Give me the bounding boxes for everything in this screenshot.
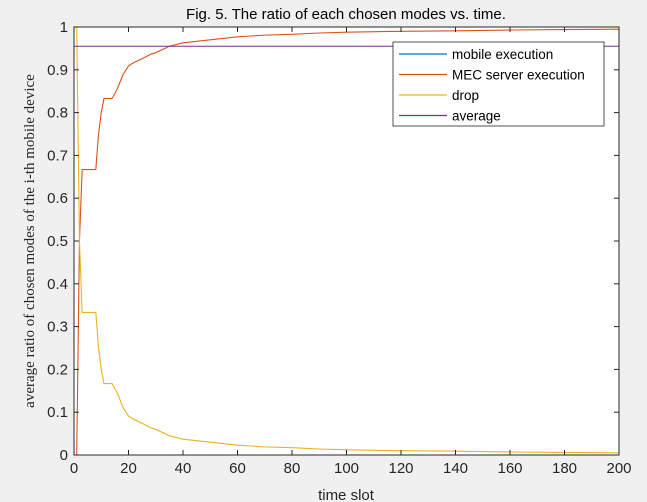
x-tick-label: 180	[552, 460, 577, 477]
y-tick-label: 0.3	[47, 319, 68, 336]
legend-label: average	[452, 109, 501, 124]
y-tick-label: 0.7	[47, 147, 68, 164]
legend: mobile execution MEC server execution drop…	[392, 41, 605, 127]
y-axis: 0 0.1 0.2 0.3 0.4 0.5 0.6 0.7 0.8 0.9 1	[47, 19, 619, 464]
series-line-drop	[76, 26, 620, 454]
series-line-mec-server-execution	[76, 28, 620, 456]
y-tick-label: 0.5	[47, 233, 68, 250]
legend-label: drop	[452, 88, 479, 103]
y-tick-label: 0	[60, 447, 68, 464]
y-tick-label: 0.6	[47, 190, 68, 207]
x-tick-label: 20	[120, 460, 137, 477]
legend-entries: mobile execution MEC server execution drop…	[399, 47, 585, 124]
x-tick-label: 100	[334, 460, 359, 477]
y-tick-label: 0.9	[47, 62, 68, 79]
legend-label: MEC server execution	[452, 68, 585, 83]
y-tick-label: 0.2	[47, 361, 68, 378]
y-tick-label: 0.4	[47, 276, 68, 293]
y-tick-label: 1	[60, 19, 68, 36]
legend-box	[392, 41, 605, 127]
chart-title: Fig. 5. The ratio of each chosen modes v…	[186, 6, 506, 23]
x-tick-label: 80	[284, 460, 301, 477]
y-tick-label: 0.1	[47, 404, 68, 421]
x-tick-label: 160	[497, 460, 522, 477]
x-tick-label: 120	[388, 460, 413, 477]
x-tick-label: 0	[70, 460, 78, 477]
x-axis-label: time slot	[318, 487, 375, 502]
x-tick-label: 140	[443, 460, 468, 477]
x-tick-label: 200	[606, 460, 631, 477]
y-axis-label: average ratio of chosen modes of the i-t…	[22, 74, 38, 408]
x-tick-label: 40	[175, 460, 192, 477]
x-tick-label: 60	[229, 460, 246, 477]
x-axis: 0 20 40 60 80 100 120 140 160 180 200	[70, 27, 632, 477]
legend-label: mobile execution	[452, 47, 553, 62]
y-tick-label: 0.8	[47, 105, 68, 122]
